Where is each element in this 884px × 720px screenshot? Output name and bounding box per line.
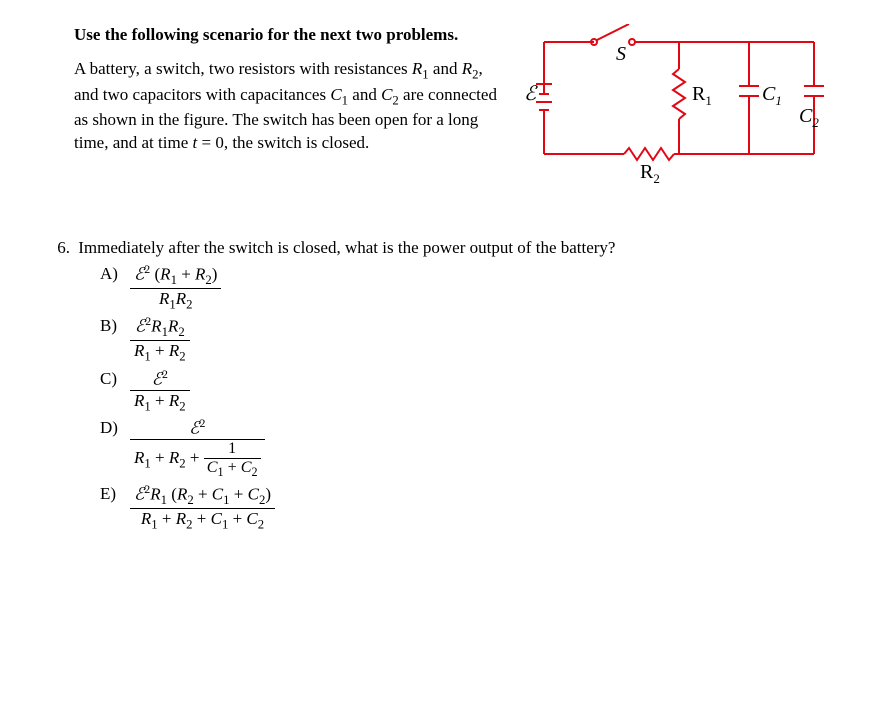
svg-text:C2: C2 [799,105,819,130]
circuit-diagram: S ℰ R1 R2 C1 C2 [524,24,824,194]
question-6: 6. Immediately after the switch is close… [74,238,824,532]
switch-label: S [616,43,626,65]
choice-c: C) ℰ2 R1 + R2 [100,367,824,414]
choice-d: D) ℰ2 R1 + R2 + 1 C1 + C2 [100,416,824,480]
choice-a: A) ℰ2 (R1 + R2) R1R2 [100,262,824,312]
scenario-header: Use the following scenario for the next … [74,24,506,46]
scenario-body: A battery, a switch, two resistors with … [74,58,506,155]
svg-text:R1: R1 [692,83,712,108]
question-number: 6. [44,238,70,258]
choice-e: E) ℰ2R1 (R2 + C1 + C2) R1 + R2 + C1 + C2 [100,482,824,532]
question-stem: Immediately after the switch is closed, … [78,238,615,257]
svg-text:C1: C1 [762,83,782,108]
emf-label: ℰ [524,83,538,105]
svg-text:R2: R2 [640,161,660,186]
choice-b: B) ℰ2R1R2 R1 + R2 [100,314,824,364]
